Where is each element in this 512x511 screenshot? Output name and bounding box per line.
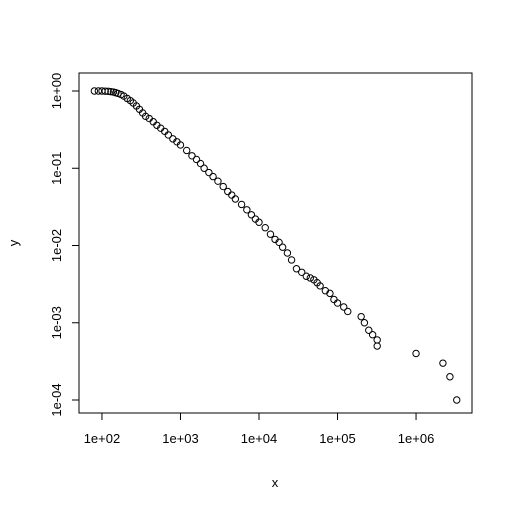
point xyxy=(101,87,109,95)
point xyxy=(357,312,365,321)
point xyxy=(196,159,205,168)
y-tick-label: 1e-02 xyxy=(49,229,64,262)
point xyxy=(275,238,283,247)
point xyxy=(283,249,292,257)
point xyxy=(333,299,342,307)
point xyxy=(360,319,369,327)
point xyxy=(243,206,251,214)
point xyxy=(188,152,196,160)
x-tick-label: 1e+05 xyxy=(319,431,356,446)
point xyxy=(164,131,173,139)
plot-box xyxy=(78,72,473,414)
point xyxy=(141,112,150,121)
point xyxy=(340,303,348,311)
point xyxy=(365,326,373,334)
point xyxy=(326,289,334,298)
point xyxy=(205,168,213,177)
y-tick-label: 1e-01 xyxy=(49,152,64,185)
point xyxy=(209,172,217,181)
point xyxy=(200,164,208,172)
point xyxy=(306,274,314,282)
point xyxy=(247,211,256,219)
point xyxy=(182,146,191,155)
x-axis-label: x xyxy=(272,475,279,490)
point xyxy=(302,272,310,280)
point xyxy=(219,182,227,191)
x-tick-label: 1e+03 xyxy=(162,431,199,446)
y-tick-label: 1e-03 xyxy=(49,306,64,339)
point xyxy=(298,268,306,276)
point xyxy=(214,177,222,185)
y-tick-label: 1e-04 xyxy=(49,383,64,416)
point xyxy=(104,87,112,96)
point xyxy=(237,200,246,209)
point xyxy=(278,243,287,251)
point xyxy=(373,336,381,344)
point xyxy=(316,282,324,290)
point xyxy=(192,155,201,164)
point xyxy=(255,218,263,226)
point xyxy=(261,224,269,232)
point xyxy=(287,256,296,264)
point xyxy=(107,87,115,96)
point xyxy=(114,89,122,98)
x-tick-label: 1e+06 xyxy=(398,431,435,446)
y-tick-label: 1e+00 xyxy=(49,73,64,110)
point xyxy=(176,141,185,149)
point xyxy=(439,359,447,367)
point xyxy=(224,187,232,196)
point xyxy=(292,265,301,273)
point xyxy=(446,373,454,381)
point xyxy=(368,331,377,339)
point xyxy=(231,195,240,203)
point xyxy=(373,342,381,350)
point xyxy=(412,349,420,358)
point xyxy=(228,191,236,199)
point xyxy=(453,396,461,404)
x-tick-label: 1e+04 xyxy=(241,431,278,446)
x-tick-label: 1e+02 xyxy=(84,431,121,446)
point xyxy=(330,295,338,304)
point xyxy=(90,87,99,95)
y-axis-label: y xyxy=(6,239,21,246)
point xyxy=(344,307,352,316)
point xyxy=(266,230,275,238)
